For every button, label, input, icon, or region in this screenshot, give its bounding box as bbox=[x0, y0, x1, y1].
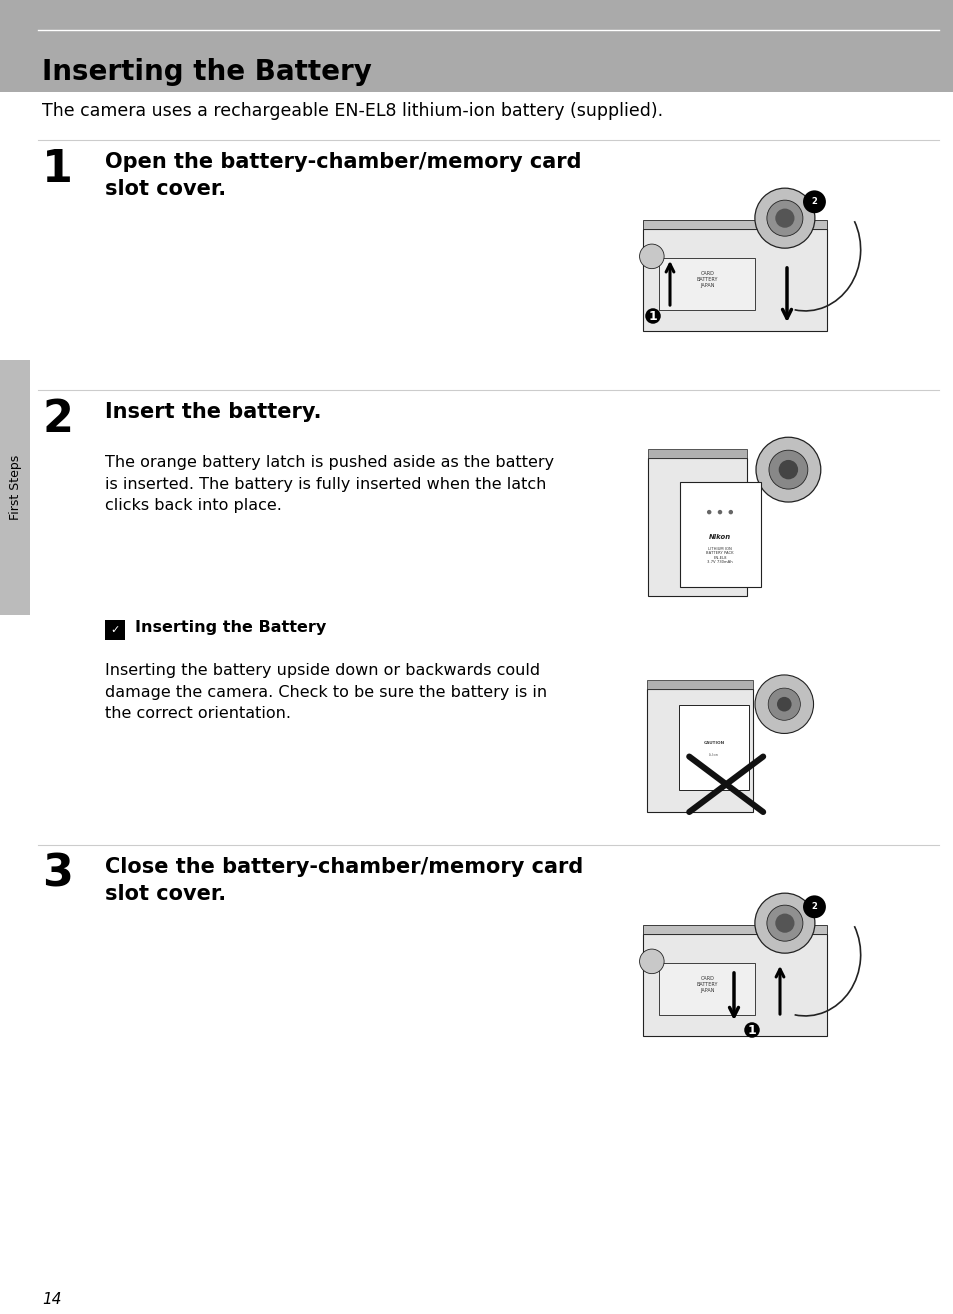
Circle shape bbox=[728, 510, 732, 514]
Bar bbox=[646, 679, 752, 689]
Circle shape bbox=[766, 905, 802, 941]
Text: ✓: ✓ bbox=[111, 625, 119, 635]
Bar bbox=[679, 482, 760, 587]
Text: The orange battery latch is pushed aside as the battery
is inserted. The battery: The orange battery latch is pushed aside… bbox=[105, 455, 554, 514]
Circle shape bbox=[754, 894, 814, 953]
Text: CARD
BATTERY
JAPAN: CARD BATTERY JAPAN bbox=[696, 271, 718, 288]
Bar bbox=[642, 925, 826, 934]
Circle shape bbox=[802, 895, 825, 918]
Text: 1: 1 bbox=[747, 1024, 756, 1037]
Circle shape bbox=[778, 460, 798, 480]
Text: Open the battery-chamber/memory card
slot cover.: Open the battery-chamber/memory card slo… bbox=[105, 152, 581, 200]
Bar bbox=[0, 360, 30, 615]
Text: Close the battery-chamber/memory card
slot cover.: Close the battery-chamber/memory card sl… bbox=[105, 857, 582, 904]
Bar bbox=[642, 229, 826, 331]
Text: 14: 14 bbox=[42, 1292, 61, 1307]
Text: 2: 2 bbox=[811, 903, 817, 912]
Circle shape bbox=[775, 913, 794, 933]
Bar bbox=[642, 219, 826, 229]
Circle shape bbox=[767, 689, 800, 720]
Bar bbox=[0, 0, 953, 92]
Text: 3: 3 bbox=[42, 853, 72, 896]
Circle shape bbox=[717, 510, 721, 514]
Bar bbox=[659, 963, 755, 1014]
Text: Inserting the battery upside down or backwards could
damage the camera. Check to: Inserting the battery upside down or bac… bbox=[105, 664, 547, 721]
Bar bbox=[105, 620, 125, 640]
Bar bbox=[642, 934, 826, 1037]
Circle shape bbox=[768, 451, 807, 489]
Circle shape bbox=[775, 209, 794, 227]
Text: Li-Ion: Li-Ion bbox=[708, 753, 718, 757]
Text: 1: 1 bbox=[648, 310, 657, 322]
Circle shape bbox=[776, 696, 791, 711]
Circle shape bbox=[802, 191, 825, 213]
Text: First Steps: First Steps bbox=[9, 455, 22, 520]
Text: The camera uses a rechargeable EN-EL8 lithium-ion battery (supplied).: The camera uses a rechargeable EN-EL8 li… bbox=[42, 102, 662, 120]
Text: 2: 2 bbox=[42, 398, 73, 442]
Text: 2: 2 bbox=[811, 197, 817, 206]
Circle shape bbox=[706, 510, 711, 514]
Text: Insert the battery.: Insert the battery. bbox=[105, 402, 321, 422]
Bar bbox=[647, 459, 746, 597]
Circle shape bbox=[755, 438, 820, 502]
Text: Inserting the Battery: Inserting the Battery bbox=[135, 620, 326, 635]
Text: 1: 1 bbox=[42, 148, 73, 191]
Text: CARD
BATTERY
JAPAN: CARD BATTERY JAPAN bbox=[696, 976, 718, 993]
Circle shape bbox=[766, 200, 802, 237]
Circle shape bbox=[754, 675, 813, 733]
Circle shape bbox=[639, 949, 663, 974]
Circle shape bbox=[754, 188, 814, 248]
Bar bbox=[646, 689, 752, 812]
Text: CAUTION: CAUTION bbox=[702, 741, 723, 745]
Bar bbox=[647, 448, 746, 459]
Bar bbox=[659, 258, 755, 310]
Bar bbox=[678, 706, 748, 790]
Text: LITHIUM ION
BATTERY PACK
EN-EL8
3.7V 730mAh: LITHIUM ION BATTERY PACK EN-EL8 3.7V 730… bbox=[705, 547, 733, 565]
Text: Inserting the Battery: Inserting the Battery bbox=[42, 58, 372, 85]
Circle shape bbox=[639, 244, 663, 268]
Text: Nikon: Nikon bbox=[708, 533, 730, 540]
